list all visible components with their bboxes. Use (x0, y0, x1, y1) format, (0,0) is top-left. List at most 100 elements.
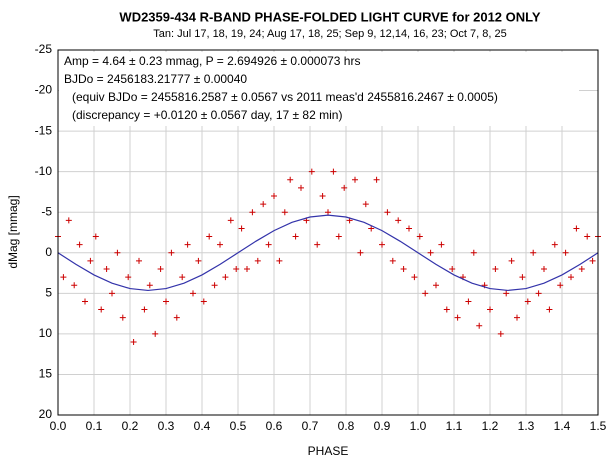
data-point (422, 290, 429, 297)
data-point (530, 249, 537, 256)
data-point (244, 266, 250, 272)
data-point (60, 274, 67, 281)
data-point (497, 330, 504, 337)
data-point (589, 257, 596, 264)
data-point (82, 298, 88, 305)
data-point (379, 241, 385, 248)
data-point (190, 290, 196, 297)
data-point (335, 233, 342, 240)
y-tick-label: 15 (39, 367, 53, 381)
data-point (265, 241, 272, 248)
data-point (271, 193, 277, 199)
data-point (249, 209, 256, 216)
x-tick-label: 0.4 (194, 419, 211, 433)
y-tick-label: -10 (35, 164, 53, 178)
data-point (217, 241, 223, 248)
y-tick-label: -15 (35, 123, 53, 137)
data-point (195, 257, 202, 264)
y-tick-label: 5 (45, 286, 52, 300)
data-point (163, 298, 169, 305)
data-point (395, 217, 402, 224)
x-tick-label: 0.2 (122, 419, 139, 433)
chart-subtitle: Tan: Jul 17, 18, 19, 24; Aug 17, 18, 25;… (153, 28, 506, 40)
data-point (503, 290, 510, 297)
data-point (411, 274, 418, 281)
data-point (341, 184, 348, 191)
data-point (141, 306, 148, 313)
data-point (568, 274, 574, 281)
data-point (476, 322, 483, 329)
data-point (449, 266, 456, 272)
data-point (206, 233, 213, 240)
data-point (71, 282, 78, 289)
data-point (524, 298, 531, 305)
data-point (406, 225, 412, 232)
data-point (260, 201, 267, 208)
y-tick-label: -5 (41, 204, 52, 218)
annotation: (equiv BJDo = 2455816.2587 ± 0.0567 vs 2… (72, 90, 498, 104)
x-tick-label: 1.3 (518, 419, 535, 433)
data-point (325, 209, 331, 216)
x-tick-label: 0.0 (50, 419, 67, 433)
data-point (292, 233, 299, 240)
data-point (400, 266, 407, 272)
y-tick-label: -25 (35, 42, 53, 56)
plot-frame (57, 49, 599, 416)
data-point (125, 274, 132, 281)
data-point (152, 330, 159, 337)
annotation: Amp = 4.64 ± 0.23 mmag, P = 2.694926 ± 0… (64, 54, 360, 68)
x-tick-label: 1.0 (410, 419, 427, 433)
data-point (233, 266, 240, 272)
data-point (578, 266, 585, 272)
data-point (546, 306, 553, 313)
data-point (368, 225, 375, 232)
data-point (314, 241, 321, 248)
data-point (470, 249, 477, 256)
data-point (130, 339, 137, 345)
data-point (357, 249, 364, 256)
data-point (319, 193, 326, 199)
data-point (276, 257, 283, 264)
data-point (438, 241, 445, 248)
fit-curve (57, 214, 599, 292)
data-point (114, 249, 121, 256)
data-point (157, 266, 164, 272)
data-point (173, 314, 180, 321)
data-point (443, 306, 450, 313)
data-point (514, 314, 520, 321)
data-point (87, 257, 94, 264)
data-point (76, 241, 83, 248)
data-point (109, 290, 115, 297)
x-tick-label: 0.7 (302, 419, 319, 433)
y-tick-label: 10 (39, 326, 53, 340)
annotation: (discrepancy = +0.0120 ± 0.0567 day, 17 … (72, 108, 342, 122)
data-point (287, 176, 294, 183)
data-point (298, 184, 304, 191)
data-point (427, 249, 434, 256)
data-point (119, 314, 126, 321)
data-point (573, 225, 580, 232)
data-point (281, 209, 288, 216)
x-tick-label: 0.8 (338, 419, 355, 433)
data-point (557, 282, 564, 289)
x-tick-label: 1.1 (446, 419, 463, 433)
x-tick-label: 0.5 (230, 419, 247, 433)
data-point (373, 176, 380, 183)
data-point (92, 233, 99, 240)
data-point (584, 233, 591, 240)
data-point (352, 176, 358, 183)
y-tick-label: -20 (35, 83, 53, 97)
data-point (238, 225, 245, 232)
data-point (384, 209, 391, 216)
data-point (227, 217, 234, 224)
data-point (389, 257, 396, 264)
data-point (179, 274, 186, 281)
data-point (200, 298, 207, 305)
data-point (98, 306, 105, 313)
x-tick-label: 0.9 (374, 419, 391, 433)
data-point (184, 241, 191, 248)
data-point (65, 217, 72, 224)
x-axis-label: PHASE (308, 444, 349, 458)
data-point (433, 282, 439, 289)
